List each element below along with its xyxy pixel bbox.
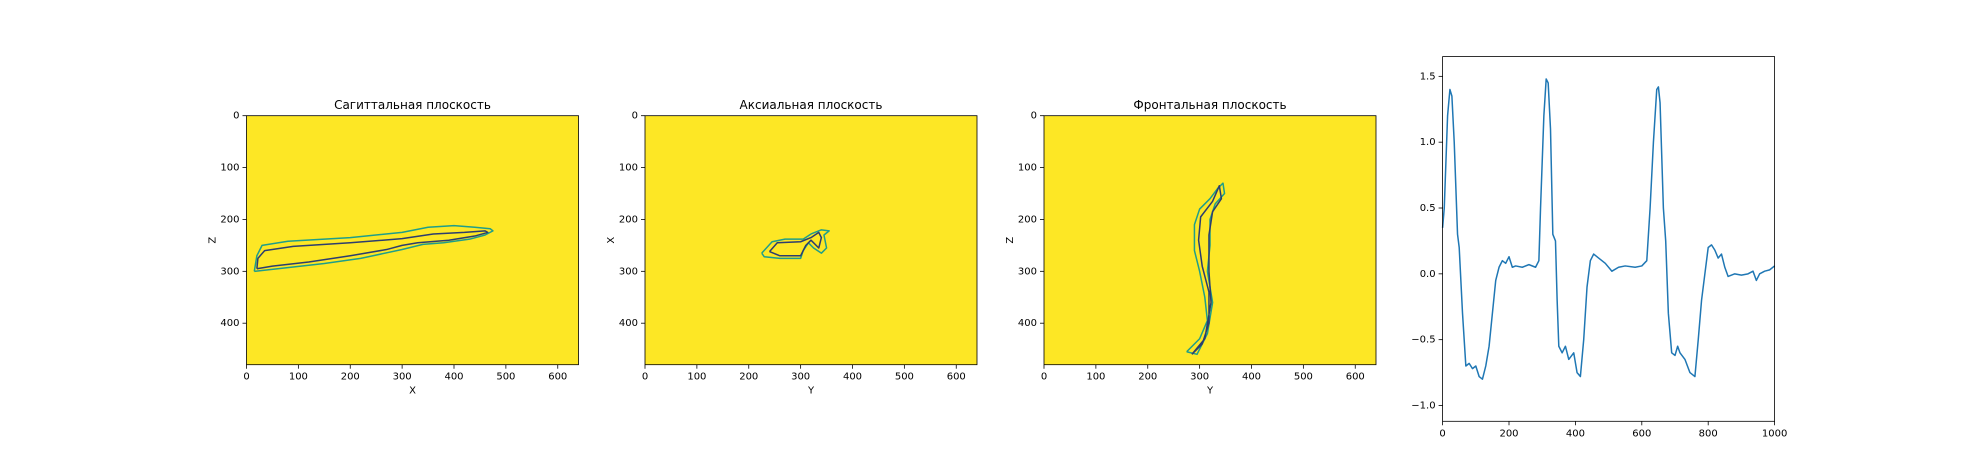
x-tick-label: 0 — [243, 372, 249, 383]
y-tick-label: 100 — [220, 163, 239, 174]
y-tick-label: 300 — [220, 266, 239, 277]
x-axis-label: X — [409, 386, 416, 397]
y-tick-label: −1.0 — [1411, 401, 1435, 412]
axes-frame — [644, 115, 978, 366]
y-axis-label: Z — [1005, 237, 1016, 244]
x-tick-label: 400 — [1566, 428, 1585, 439]
y-tick-label: 200 — [220, 214, 239, 225]
y-tick-label: 0.0 — [1420, 269, 1436, 280]
y-tick-label: 1.5 — [1420, 71, 1436, 82]
y-tick-label: 300 — [1018, 266, 1037, 277]
y-tick-label: 300 — [619, 266, 638, 277]
x-tick-label: 800 — [1699, 428, 1718, 439]
y-tick-label: 400 — [220, 318, 239, 329]
x-tick-label: 200 — [341, 372, 360, 383]
data-line — [253, 224, 494, 273]
x-tick-label: 500 — [496, 372, 515, 383]
y-tick-label: 1.0 — [1420, 137, 1436, 148]
axes-frame — [1043, 115, 1377, 366]
x-tick-label: 300 — [1190, 372, 1209, 383]
x-axis-label: Y — [1206, 386, 1214, 397]
data-line — [256, 230, 489, 270]
x-tick-label: 600 — [548, 372, 567, 383]
x-tick-label: 500 — [895, 372, 914, 383]
y-axis-label: X — [606, 237, 617, 244]
data-line — [1441, 78, 1776, 380]
y-axis-label: Z — [208, 237, 219, 244]
chart-title: Фронтальная плоскость — [1133, 98, 1286, 112]
data-line — [1191, 184, 1223, 355]
y-tick-label: 400 — [1018, 318, 1037, 329]
x-tick-label: 300 — [791, 372, 810, 383]
x-tick-label: 100 — [289, 372, 308, 383]
x-tick-label: 0 — [1439, 428, 1445, 439]
x-tick-label: 600 — [1632, 428, 1651, 439]
y-tick-label: 0 — [632, 111, 638, 122]
x-tick-label: 400 — [1242, 372, 1261, 383]
axes-frame — [1442, 56, 1775, 422]
x-tick-label: 100 — [1086, 372, 1105, 383]
chart-title: Аксиальная плоскость — [740, 98, 883, 112]
y-tick-label: 100 — [619, 163, 638, 174]
x-tick-label: 600 — [947, 372, 966, 383]
x-tick-label: 1000 — [1762, 428, 1787, 439]
x-tick-label: 0 — [642, 372, 648, 383]
data-line — [1186, 182, 1226, 356]
chart-title: Сагиттальная плоскость — [334, 98, 491, 112]
y-tick-label: 400 — [619, 318, 638, 329]
x-tick-label: 200 — [1138, 372, 1157, 383]
x-tick-label: 200 — [739, 372, 758, 383]
axes-frame — [246, 115, 579, 366]
x-axis-label: Y — [807, 386, 815, 397]
x-tick-label: 0 — [1041, 372, 1047, 383]
data-line — [761, 229, 830, 260]
x-tick-label: 300 — [393, 372, 412, 383]
y-tick-label: 0.5 — [1420, 203, 1436, 214]
y-tick-label: 0 — [233, 111, 239, 122]
x-tick-label: 100 — [687, 372, 706, 383]
y-tick-label: −0.5 — [1411, 335, 1435, 346]
y-tick-label: 200 — [619, 214, 638, 225]
y-tick-label: 0 — [1031, 111, 1037, 122]
x-tick-label: 600 — [1346, 372, 1365, 383]
x-tick-label: 400 — [444, 372, 463, 383]
x-tick-label: 400 — [843, 372, 862, 383]
y-tick-label: 200 — [1018, 214, 1037, 225]
data-line — [768, 231, 823, 257]
x-tick-label: 500 — [1294, 372, 1313, 383]
y-tick-label: 100 — [1018, 163, 1037, 174]
x-tick-label: 200 — [1499, 428, 1518, 439]
